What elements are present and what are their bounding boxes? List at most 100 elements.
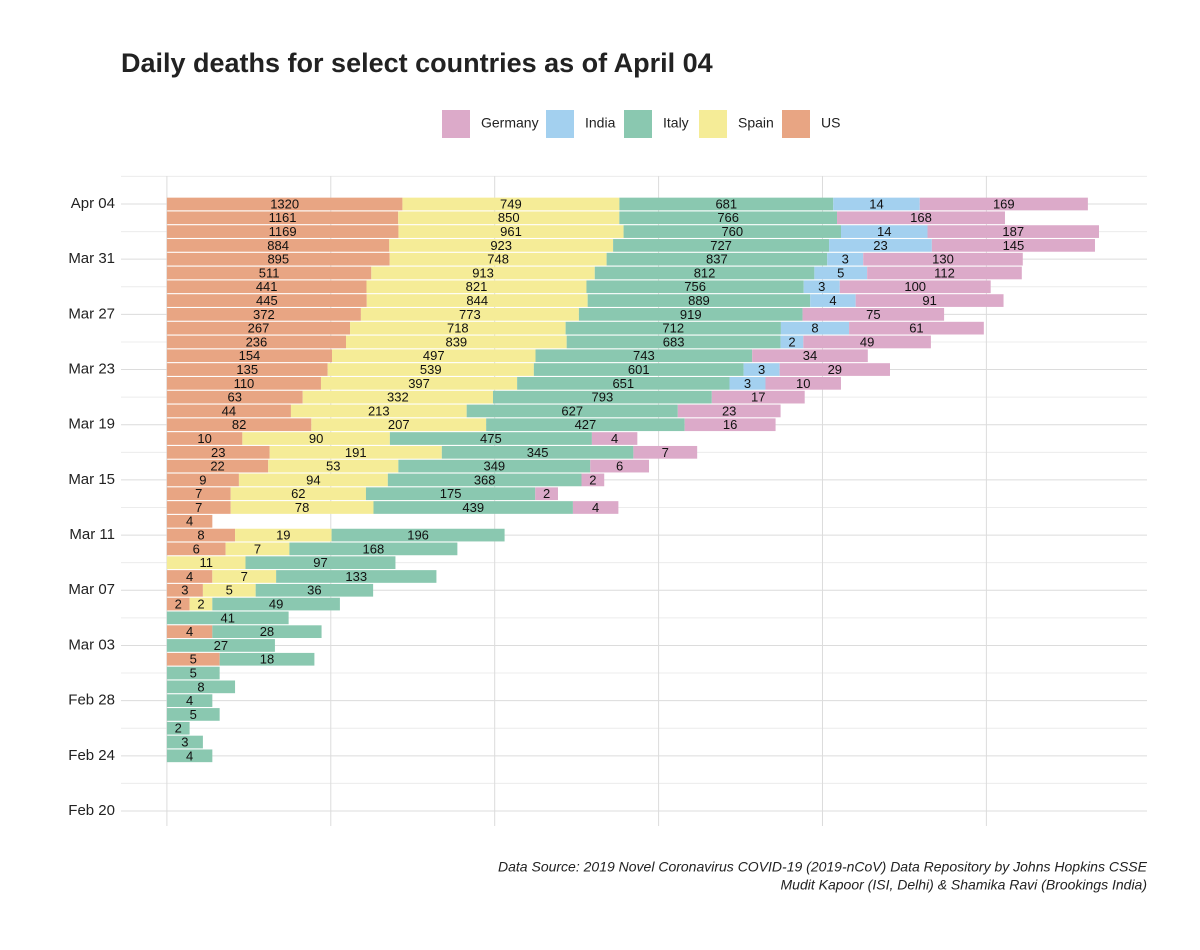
bar-segment (590, 459, 650, 473)
bar-segment (441, 445, 634, 459)
bar-segment (332, 349, 536, 363)
value-label: 749 (500, 196, 522, 211)
bar-segment (365, 487, 536, 501)
value-label: 14 (869, 196, 883, 211)
value-label: 4 (186, 514, 193, 529)
bar-segment (166, 611, 289, 625)
value-label: 2 (543, 486, 550, 501)
bar-segment (166, 404, 291, 418)
value-label: 41 (221, 610, 235, 625)
bar-segment (202, 583, 256, 597)
bar-segment (919, 197, 1088, 211)
bar-segment (389, 252, 607, 266)
bar-segment (166, 708, 220, 721)
value-label: 821 (466, 279, 488, 294)
value-label: 345 (527, 445, 549, 460)
bar-segment (466, 404, 678, 418)
value-label: 727 (710, 238, 732, 253)
value-label: 78 (295, 500, 309, 515)
value-label: 169 (993, 196, 1015, 211)
value-label: 539 (420, 362, 442, 377)
bar-segment (366, 294, 588, 307)
value-label: 213 (368, 403, 390, 418)
bar-segment (927, 225, 1099, 238)
value-label: 23 (873, 238, 887, 253)
bar-segment (572, 501, 619, 514)
bar-segment (535, 487, 558, 501)
value-label: 2 (175, 597, 182, 612)
value-label: 427 (575, 417, 597, 432)
value-label: 11 (199, 555, 213, 570)
value-label: 627 (561, 403, 583, 418)
bar-segment (166, 749, 213, 763)
value-label: 27 (214, 638, 228, 653)
bar-segment (166, 487, 231, 501)
value-label: 3 (181, 583, 188, 598)
value-label: 91 (922, 293, 936, 308)
value-label: 145 (1003, 238, 1025, 253)
value-label: 5 (190, 707, 197, 722)
bar-segment (619, 197, 834, 211)
bar-segment (360, 308, 579, 321)
bar-segment (402, 197, 620, 211)
bar-segment (931, 239, 1095, 252)
bar-segment (867, 266, 1022, 280)
value-label: 756 (684, 279, 706, 294)
value-label: 10 (197, 431, 211, 446)
value-label: 511 (259, 265, 280, 280)
bar-segment (242, 432, 390, 445)
bar-segment (212, 597, 340, 611)
bar-segment (268, 459, 399, 473)
value-label: 61 (909, 321, 923, 336)
bar-segment (166, 335, 346, 349)
bar-segment (613, 239, 830, 252)
caption: Mudit Kapoor (ISI, Delhi) & Shamika Ravi… (781, 877, 1147, 893)
value-label: 773 (459, 307, 481, 322)
bar-segment (166, 376, 321, 390)
value-label: 53 (326, 459, 340, 474)
bar-segment (743, 363, 780, 376)
bar-segment (212, 570, 277, 583)
bar-segment (517, 376, 730, 390)
value-label: 16 (723, 417, 737, 432)
legend-label: India (585, 115, 616, 131)
bar-segment (276, 570, 437, 583)
value-label: 14 (877, 224, 891, 239)
value-label: 135 (236, 362, 258, 377)
y-tick-label: Mar 23 (68, 361, 115, 378)
bar-segment (166, 211, 399, 225)
bar-segment (166, 418, 312, 432)
value-label: 397 (408, 376, 430, 391)
bar-segment (166, 597, 190, 611)
value-label: 9 (199, 472, 206, 487)
value-label: 18 (260, 652, 274, 667)
value-label: 168 (910, 210, 932, 225)
bar-segment (238, 473, 388, 487)
value-label: 712 (662, 321, 684, 336)
value-label: 49 (269, 597, 283, 612)
bar-segment (166, 721, 190, 735)
bar-segment (166, 390, 303, 404)
bar-segment (398, 225, 624, 238)
bar-segment (594, 266, 815, 280)
bar-segment (389, 239, 614, 252)
value-label: 4 (592, 500, 599, 515)
value-label: 19 (276, 528, 290, 543)
value-label: 154 (239, 348, 261, 363)
value-label: 651 (612, 376, 634, 391)
value-label: 850 (498, 210, 520, 225)
bar-segment (166, 735, 203, 749)
bar-segment (581, 473, 605, 487)
value-label: 839 (445, 334, 467, 349)
bar-segment (389, 432, 592, 445)
bar-segment (371, 266, 595, 280)
value-label: 28 (260, 624, 274, 639)
bar-segment (166, 308, 361, 321)
value-label: 2 (788, 334, 795, 349)
bar-segment (802, 308, 945, 321)
value-label: 3 (758, 362, 765, 377)
value-label: 3 (744, 376, 751, 391)
value-label: 8 (197, 679, 204, 694)
legend-key (782, 110, 810, 138)
